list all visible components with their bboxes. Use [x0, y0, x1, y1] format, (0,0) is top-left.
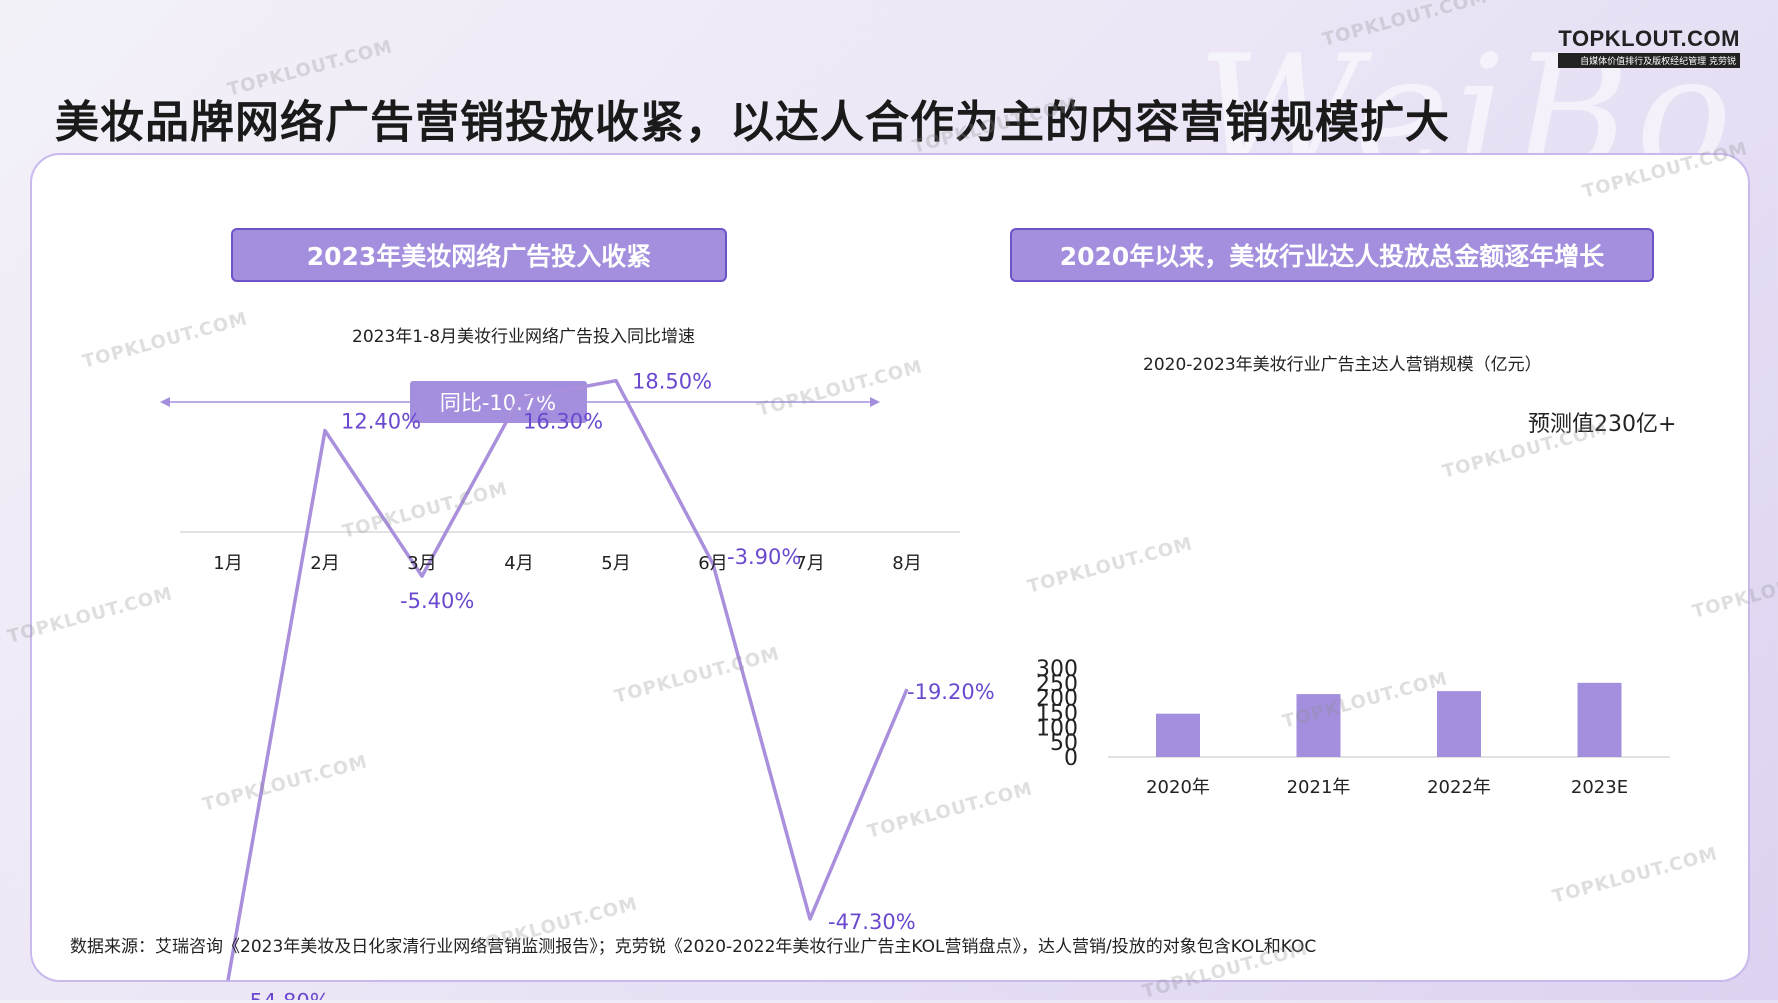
x-tick-label: 2月 — [310, 553, 339, 574]
bar — [1156, 713, 1200, 757]
brand-name: TOPKLOUT.COM — [1558, 26, 1740, 51]
x-tick-label: 3月 — [407, 553, 436, 574]
x-tick-label: 8月 — [892, 553, 921, 574]
data-label: -3.90% — [727, 545, 801, 569]
source-note: 数据来源：艾瑞咨询《2023年美妆及日化家清行业网络营销监测报告》；克劳锐《20… — [70, 937, 1317, 957]
data-label: 12.40% — [341, 410, 421, 434]
data-label: -19.20% — [907, 680, 995, 704]
yoy-growth-line — [226, 378, 909, 981]
forecast-note: 预测值230亿+ — [1528, 412, 1676, 437]
brand-tagline: 自媒体价值排行及版权经纪管理 克劳锐 — [1558, 53, 1740, 68]
page-title: 美妆品牌网络广告营销投放收紧，以达人合作为主的内容营销规模扩大 — [55, 97, 1450, 148]
data-label: -5.40% — [400, 589, 474, 613]
y-tick-label: 300 — [1036, 657, 1078, 682]
x-tick-label: 1月 — [213, 553, 242, 574]
bar — [1296, 694, 1341, 757]
x-tick-label: 7月 — [795, 553, 824, 574]
y-tick-label: 100 — [1036, 716, 1078, 741]
x-tick-label: 2020年 — [1146, 777, 1210, 798]
y-tick-label: 250 — [1036, 672, 1078, 697]
data-label: 18.50% — [632, 370, 712, 394]
y-tick-label: 200 — [1036, 687, 1078, 712]
x-tick-label: 2021年 — [1287, 777, 1351, 798]
brand-logo: TOPKLOUT.COM 自媒体价值排行及版权经纪管理 克劳锐 — [1558, 26, 1740, 68]
right-chart-subtitle: 2020-2023年美妆行业广告主达人营销规模（亿元） — [1143, 355, 1542, 375]
left-chart-subtitle: 2023年1-8月美妆行业网络广告投入同比增速 — [352, 327, 696, 347]
bar — [1577, 682, 1622, 757]
x-tick-label: 5月 — [601, 553, 630, 574]
content-panel — [30, 153, 1750, 982]
x-tick-label: 4月 — [504, 553, 533, 574]
right-section-header: 2020年以来，美妆行业达人投放总金额逐年增长 — [1010, 228, 1654, 282]
left-section-header: 2023年美妆网络广告投入收紧 — [231, 228, 727, 282]
data-label: -54.80% — [242, 989, 330, 1000]
y-tick-label: 0 — [1064, 746, 1078, 771]
yoy-arrow: 同比-10.7% — [160, 381, 880, 423]
y-tick-label: 150 — [1036, 701, 1078, 726]
x-tick-label: 2023E — [1571, 777, 1628, 798]
data-label: 16.30% — [523, 410, 603, 434]
bar — [1437, 691, 1481, 757]
x-tick-label: 6月 — [698, 553, 727, 574]
data-label: -47.30% — [828, 910, 916, 934]
y-tick-label: 50 — [1050, 731, 1078, 756]
x-tick-label: 2022年 — [1427, 777, 1491, 798]
